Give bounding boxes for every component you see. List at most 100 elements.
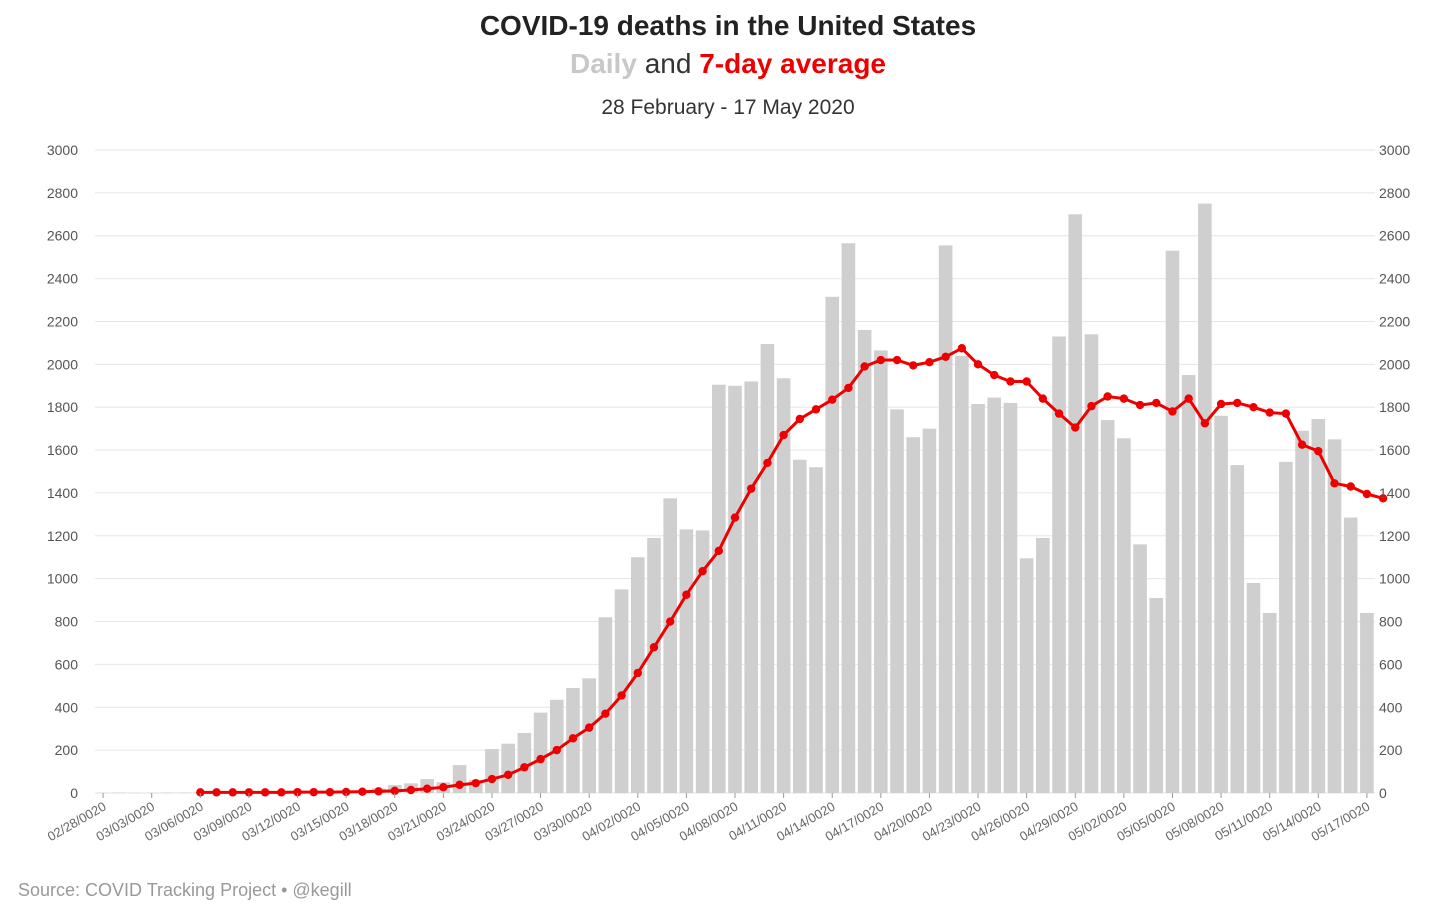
average-point bbox=[698, 566, 707, 576]
daily-bar bbox=[1003, 402, 1018, 793]
average-point bbox=[990, 370, 999, 380]
average-point bbox=[552, 745, 561, 755]
average-point bbox=[1071, 423, 1080, 432]
y-tick-left: 1200 bbox=[47, 528, 78, 544]
average-point bbox=[601, 709, 610, 718]
average-point bbox=[1265, 408, 1274, 417]
y-tick-right: 200 bbox=[1379, 742, 1403, 758]
y-axis-left: 0 200 400 600 800 1000 1200 1400 1600 1800 2000 220… bbox=[47, 142, 78, 801]
average-point bbox=[747, 484, 756, 493]
daily-bar bbox=[1149, 597, 1164, 793]
y-tick-left: 1800 bbox=[47, 399, 78, 415]
average-point bbox=[649, 643, 659, 652]
daily-bar bbox=[663, 498, 677, 793]
average-point bbox=[568, 734, 578, 743]
daily-bar bbox=[728, 385, 742, 793]
average-point bbox=[1152, 398, 1161, 408]
y-tick-right: 3000 bbox=[1379, 142, 1410, 158]
y-tick-right: 1800 bbox=[1379, 399, 1410, 415]
y-tick-right: 0 bbox=[1379, 785, 1387, 801]
daily-bar bbox=[711, 384, 726, 793]
daily-bar bbox=[874, 350, 888, 793]
average-point bbox=[341, 787, 351, 797]
average-point bbox=[293, 787, 302, 797]
subtitle-daily: Daily bbox=[569, 48, 637, 79]
daily-bar bbox=[987, 397, 1002, 793]
average-point bbox=[584, 723, 594, 732]
y-tick-left: 2000 bbox=[47, 356, 78, 372]
average-point bbox=[1200, 419, 1210, 428]
daily-bar bbox=[1246, 582, 1261, 793]
average-point bbox=[536, 754, 545, 764]
average-point bbox=[763, 458, 772, 468]
average-point bbox=[260, 788, 270, 797]
daily-bar bbox=[1311, 418, 1326, 793]
daily-bar bbox=[695, 530, 710, 793]
chart-subtitle: Daily and 7-day average bbox=[0, 48, 1456, 80]
average-point bbox=[1006, 377, 1015, 386]
average-point bbox=[390, 786, 399, 796]
average-point bbox=[909, 361, 918, 370]
y-tick-left: 1600 bbox=[47, 442, 78, 458]
daily-bar bbox=[938, 245, 953, 794]
daily-bar bbox=[1214, 415, 1228, 793]
average-point bbox=[860, 362, 869, 371]
y-tick-right: 400 bbox=[1379, 699, 1403, 715]
average-point bbox=[682, 590, 691, 599]
date-range: 28 February - 17 May 2020 bbox=[601, 96, 855, 119]
average-point bbox=[471, 778, 480, 788]
y-tick-right: 1000 bbox=[1379, 571, 1410, 587]
average-point bbox=[1216, 399, 1226, 409]
daily-bar bbox=[809, 467, 823, 793]
daily-bar bbox=[582, 678, 596, 793]
daily-bar bbox=[857, 330, 872, 793]
y-tick-right: 600 bbox=[1379, 656, 1403, 672]
y-tick-left: 600 bbox=[55, 656, 79, 672]
y-tick-right: 1200 bbox=[1379, 528, 1410, 544]
daily-bar bbox=[161, 792, 175, 794]
y-tick-right: 2000 bbox=[1379, 356, 1410, 372]
y-tick-left: 400 bbox=[55, 699, 79, 715]
y-axis-right: 0 200 400 600 800 1000 1200 1400 1600 1800 2000 220… bbox=[1379, 142, 1410, 801]
average-point bbox=[374, 787, 383, 796]
daily-bar bbox=[1360, 612, 1374, 793]
daily-bar bbox=[112, 792, 127, 794]
daily-bar bbox=[1117, 438, 1131, 793]
daily-bar bbox=[955, 355, 969, 793]
y-tick-right: 1400 bbox=[1379, 485, 1410, 501]
average-point bbox=[730, 513, 740, 522]
x-axis: 02/28/002003/03/002003/06/002003/09/0020… bbox=[45, 793, 1372, 844]
average-point bbox=[520, 763, 529, 772]
daily-bar bbox=[760, 343, 775, 793]
subtitle-and: and bbox=[636, 48, 700, 79]
daily-bar bbox=[1068, 214, 1083, 794]
daily-bar bbox=[922, 428, 937, 793]
average-point bbox=[1022, 377, 1031, 386]
average-point bbox=[1281, 409, 1291, 418]
daily-bar bbox=[128, 792, 143, 794]
y-tick-left: 3000 bbox=[47, 142, 78, 158]
average-point bbox=[973, 360, 983, 369]
daily-bar bbox=[1181, 375, 1196, 793]
average-point bbox=[1168, 407, 1177, 416]
daily-bar bbox=[679, 529, 694, 793]
daily-bar bbox=[1262, 612, 1277, 793]
average-point bbox=[892, 355, 902, 365]
daily-bar bbox=[485, 749, 499, 793]
daily-bar bbox=[776, 378, 791, 793]
average-point bbox=[1297, 440, 1307, 449]
daily-bar bbox=[971, 403, 985, 793]
average-point bbox=[941, 352, 950, 362]
daily-bar bbox=[841, 243, 856, 794]
average-point bbox=[228, 788, 237, 797]
daily-bar bbox=[1052, 336, 1066, 793]
average-point bbox=[714, 546, 723, 556]
average-point bbox=[925, 357, 934, 367]
daily-bar bbox=[1133, 544, 1147, 793]
y-tick-right: 800 bbox=[1379, 614, 1403, 630]
average-point bbox=[844, 383, 853, 393]
daily-bars bbox=[96, 203, 1374, 794]
average-point bbox=[957, 344, 967, 353]
average-point bbox=[633, 668, 642, 678]
y-tick-right: 2600 bbox=[1379, 228, 1410, 244]
